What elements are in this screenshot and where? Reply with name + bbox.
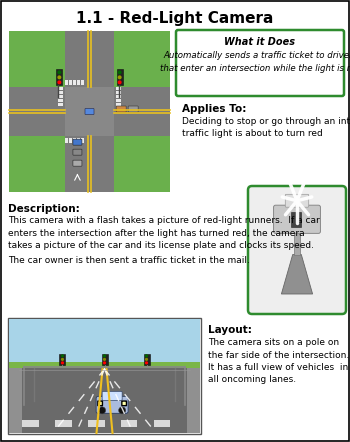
Bar [81, 137, 84, 143]
Text: What it Does: What it Does [224, 37, 295, 47]
Bar [116, 88, 121, 90]
Circle shape [57, 75, 61, 80]
FancyBboxPatch shape [96, 396, 128, 413]
Text: 1.1 - Red-Light Camera: 1.1 - Red-Light Camera [76, 11, 274, 26]
Bar [116, 95, 121, 98]
Bar [9, 319, 200, 369]
Bar [69, 80, 72, 85]
Circle shape [61, 358, 64, 361]
Bar [58, 99, 63, 102]
Bar [65, 137, 68, 143]
FancyBboxPatch shape [116, 106, 126, 112]
Bar [187, 368, 200, 433]
Circle shape [61, 354, 64, 358]
Circle shape [57, 70, 61, 74]
Bar [58, 88, 63, 90]
Circle shape [118, 75, 122, 80]
Text: Automatically sends a traffic ticket to drivers
that enter an intersection while: Automatically sends a traffic ticket to … [160, 51, 350, 73]
FancyBboxPatch shape [98, 401, 103, 406]
Bar [9, 88, 170, 136]
Bar [294, 218, 300, 255]
Bar [121, 420, 137, 427]
Bar [56, 69, 62, 85]
Bar [88, 420, 105, 427]
Text: Deciding to stop or go through an intersection when the
traffic light is about t: Deciding to stop or go through an inters… [182, 117, 350, 138]
Bar [9, 368, 200, 433]
Circle shape [61, 361, 64, 365]
Polygon shape [281, 255, 313, 294]
FancyBboxPatch shape [128, 106, 138, 112]
Text: This camera with a flash takes a picture of red-light runners.  If a car
enters : This camera with a flash takes a picture… [8, 216, 320, 250]
FancyBboxPatch shape [248, 186, 346, 314]
Bar [81, 80, 84, 85]
Bar [74, 80, 76, 85]
Bar [9, 31, 170, 192]
Bar [65, 88, 114, 136]
Bar [69, 137, 72, 143]
Bar [8, 318, 201, 434]
Circle shape [103, 358, 106, 361]
Bar [116, 103, 121, 106]
Bar [144, 354, 149, 365]
Bar [117, 69, 122, 85]
Bar [65, 80, 68, 85]
Text: The camera sits on a pole on
the far side of the intersection.
It has a full vie: The camera sits on a pole on the far sid… [208, 338, 349, 385]
Bar [116, 99, 121, 102]
Circle shape [145, 354, 148, 358]
Circle shape [145, 358, 148, 361]
Circle shape [57, 80, 61, 84]
Bar [9, 362, 200, 371]
FancyBboxPatch shape [73, 160, 82, 166]
Bar [58, 95, 63, 98]
FancyBboxPatch shape [73, 149, 82, 155]
FancyBboxPatch shape [285, 194, 309, 207]
Circle shape [103, 361, 106, 365]
Circle shape [119, 407, 126, 414]
FancyBboxPatch shape [73, 139, 82, 145]
Bar [74, 137, 76, 143]
FancyBboxPatch shape [85, 108, 94, 114]
Circle shape [145, 361, 148, 365]
Bar [9, 368, 22, 433]
FancyBboxPatch shape [176, 30, 344, 96]
Bar [60, 354, 65, 365]
Circle shape [99, 407, 106, 414]
Bar [65, 31, 114, 192]
Circle shape [118, 80, 122, 84]
Bar [154, 420, 170, 427]
Bar [102, 354, 107, 365]
Bar [290, 212, 301, 227]
Circle shape [118, 70, 122, 74]
Bar [8, 30, 171, 193]
FancyBboxPatch shape [122, 401, 126, 406]
Text: Applies To:: Applies To: [182, 104, 246, 114]
Bar [55, 420, 72, 427]
Bar [22, 420, 39, 427]
Bar [116, 91, 121, 94]
Text: The car owner is then sent a traffic ticket in the mail.: The car owner is then sent a traffic tic… [8, 256, 250, 265]
Bar [77, 137, 80, 143]
FancyBboxPatch shape [274, 205, 321, 233]
FancyBboxPatch shape [102, 391, 122, 400]
Bar [77, 80, 80, 85]
Circle shape [103, 354, 106, 358]
Bar [58, 103, 63, 106]
Bar [58, 91, 63, 94]
Text: Layout:: Layout: [208, 325, 252, 335]
Text: Description:: Description: [8, 204, 80, 214]
